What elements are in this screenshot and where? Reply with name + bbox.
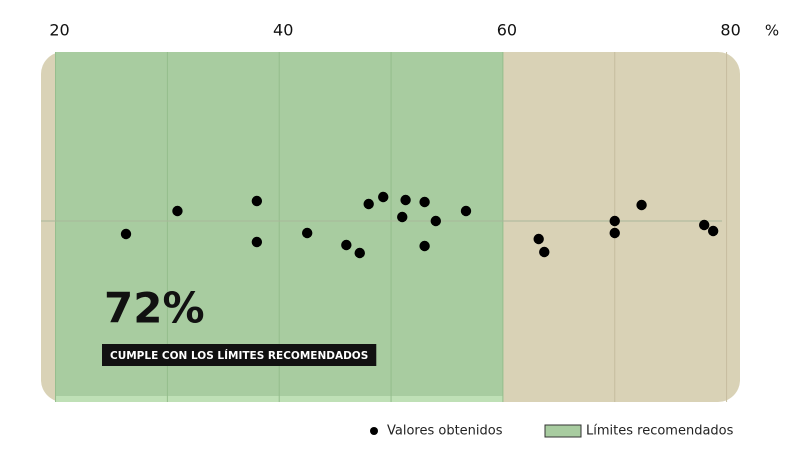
data-point: [172, 205, 183, 217]
legend-marker: [370, 427, 378, 435]
data-point: [636, 199, 647, 211]
grid-layer: [55, 52, 728, 402]
data-point: [609, 215, 620, 227]
legend-label: Valores obtenidos: [387, 424, 503, 439]
headline: 72%: [104, 284, 205, 333]
data-point: [699, 219, 710, 231]
x-tick-label: 60: [497, 21, 517, 40]
data-point: [400, 194, 411, 206]
x-tick-label: 40: [273, 21, 293, 40]
x-tick-label: 80: [720, 21, 740, 40]
data-point: [533, 233, 544, 245]
data-point: [539, 246, 550, 258]
data-point: [120, 228, 132, 240]
x-tick-label: 20: [49, 21, 69, 40]
legend-swatch: [544, 424, 582, 438]
data-point: [341, 239, 352, 251]
data-point: [378, 191, 389, 203]
data-point: [251, 236, 263, 248]
legend-label: Límites recomendados: [586, 424, 734, 439]
data-point: [419, 240, 430, 252]
data-point: [354, 247, 365, 259]
caption-background: [102, 344, 377, 366]
point-layer: [120, 191, 719, 259]
data-point: [609, 227, 620, 239]
data-point: [460, 205, 472, 217]
data-point: [707, 225, 719, 237]
caption: CUMPLE CON LOS LÍMITES RECOMENDADOS: [110, 349, 368, 362]
data-point: [430, 215, 441, 227]
data-point: [419, 196, 430, 208]
unit-label: %: [765, 22, 779, 40]
data-point: [301, 227, 313, 239]
data-point: [363, 198, 374, 210]
data-point: [251, 195, 263, 207]
data-point: [397, 211, 408, 223]
